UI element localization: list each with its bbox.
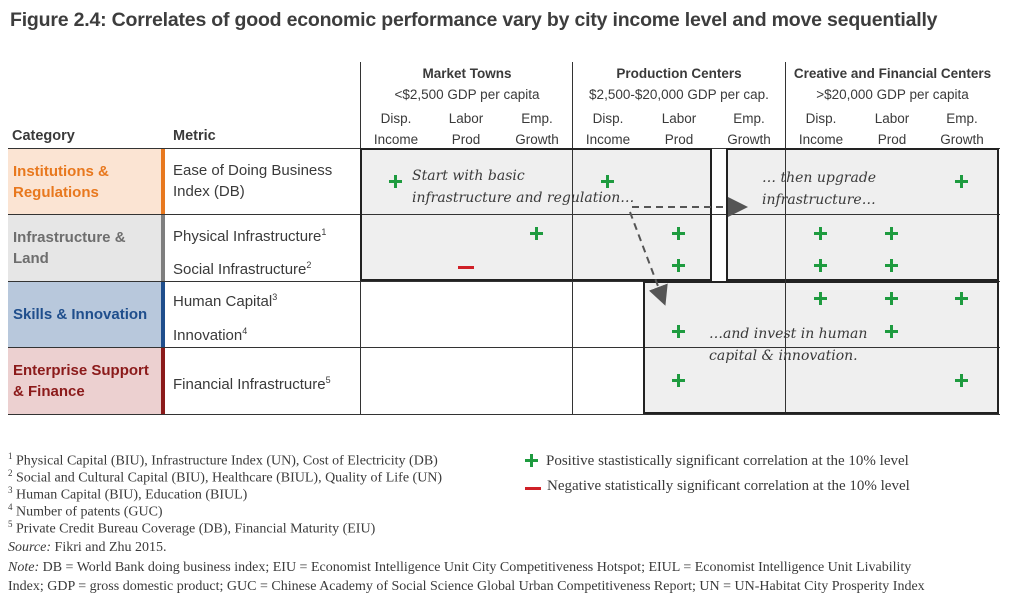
divider-creative-inner <box>785 150 786 412</box>
column-header: Emp. Growth <box>727 111 771 147</box>
category-infrastructure-label: Infrastructure & Land <box>13 229 126 267</box>
positive-correlation-icon <box>954 174 970 190</box>
positive-correlation-icon <box>671 258 687 274</box>
category-skills: Skills & Innovation <box>8 282 165 347</box>
positive-correlation-icon <box>600 174 616 190</box>
footnote-5: 5 Private Credit Bureau Coverage (DB), F… <box>8 519 376 537</box>
divider-production-inner <box>572 150 573 280</box>
legend-negative-label: Negative statistically significant corre… <box>547 478 910 494</box>
note-line-1: Note: DB = World Bank doing business ind… <box>8 560 912 575</box>
annotation-basic: Start with basic infrastructure and regul… <box>412 168 635 206</box>
metric-ease-doing-business: Ease of Doing Business Index (DB) <box>173 162 333 200</box>
footnote-2: 2 Social and Cultural Capital (BIU), Hea… <box>8 468 443 486</box>
metric-financial-infrastructure: Financial Infrastructure5 <box>173 375 331 393</box>
category-enterprise-label: Enterprise Support & Finance <box>13 362 149 400</box>
legend-positive-icon <box>524 453 540 469</box>
positive-correlation-icon <box>813 258 829 274</box>
group-production-centers-subtitle: $2,500-$20,000 GDP per cap. <box>589 87 769 102</box>
positive-correlation-icon <box>884 291 900 307</box>
annotation-upgrade: … then upgrade infrastructure… <box>762 170 877 208</box>
positive-correlation-icon <box>529 226 545 242</box>
positive-correlation-icon <box>884 226 900 242</box>
footnote-4: 4 Number of patents (GUC) <box>8 502 163 520</box>
positive-correlation-icon <box>671 324 687 340</box>
footnote-3: 3 Human Capital (BIU), Education (BIUL) <box>8 485 248 503</box>
positive-correlation-icon <box>813 291 829 307</box>
row-rule-2 <box>8 281 1000 282</box>
metric-header: Metric <box>173 128 216 144</box>
column-header: Labor Prod <box>661 111 697 147</box>
annotation-human-capital: …and invest in human capital & innovation… <box>709 326 868 364</box>
metric-physical-infrastructure: Physical Infrastructure1 <box>173 227 327 245</box>
footnote-1: 1 Physical Capital (BIU), Infrastructure… <box>8 451 438 469</box>
source-line: Source: Fikri and Zhu 2015. <box>8 540 167 555</box>
table-bottom-rule <box>8 414 1000 415</box>
category-skills-label: Skills & Innovation <box>13 306 148 323</box>
category-infrastructure: Infrastructure & Land <box>8 215 165 281</box>
positive-correlation-icon <box>884 258 900 274</box>
group-creative-financial: Creative and Financial Centers <box>793 66 992 81</box>
column-header: Labor Prod <box>874 111 910 147</box>
figure-title: Figure 2.4: Correlates of good economic … <box>10 9 938 31</box>
positive-correlation-icon <box>954 373 970 389</box>
category-header: Category <box>12 128 75 144</box>
group-market-towns-subtitle: <$2,500 GDP per capita <box>394 87 540 102</box>
positive-correlation-icon <box>884 324 900 340</box>
column-header: Disp. Income <box>373 111 419 147</box>
column-header: Disp. Income <box>798 111 844 147</box>
positive-correlation-icon <box>388 174 404 190</box>
column-header: Emp. Growth <box>515 111 559 147</box>
positive-correlation-icon <box>813 226 829 242</box>
category-enterprise: Enterprise Support & Finance <box>8 348 165 414</box>
group-market-towns: Market Towns <box>422 66 512 81</box>
column-header: Emp. Growth <box>940 111 984 147</box>
positive-correlation-icon <box>671 226 687 242</box>
arrow-to-human-capital <box>629 211 668 306</box>
positive-correlation-icon <box>954 291 970 307</box>
row-rule-3 <box>8 347 1000 348</box>
metric-human-capital: Human Capital3 <box>173 292 278 310</box>
category-institutions: Institutions & Regulations <box>8 149 165 214</box>
group-creative-financial-subtitle: >$20,000 GDP per capita <box>816 87 969 102</box>
positive-correlation-icon <box>671 373 687 389</box>
category-institutions-label: Institutions & Regulations <box>13 162 109 201</box>
row-rule-1-inner-b <box>728 214 997 215</box>
note-line-2: Index; GDP = gross domestic product; GUC… <box>8 579 925 594</box>
column-header: Labor Prod <box>448 111 484 147</box>
row-rule-1-inner <box>362 214 710 215</box>
metric-innovation: Innovation4 <box>173 326 248 344</box>
legend-positive-label: Positive stastistically significant corr… <box>546 453 909 469</box>
group-production-centers: Production Centers <box>616 66 742 81</box>
column-header: Disp. Income <box>585 111 631 147</box>
legend-negative-icon <box>525 487 541 490</box>
negative-correlation-icon <box>458 266 474 269</box>
metric-social-infrastructure: Social Infrastructure2 <box>173 260 312 278</box>
row-rule-3-inner <box>645 347 997 348</box>
